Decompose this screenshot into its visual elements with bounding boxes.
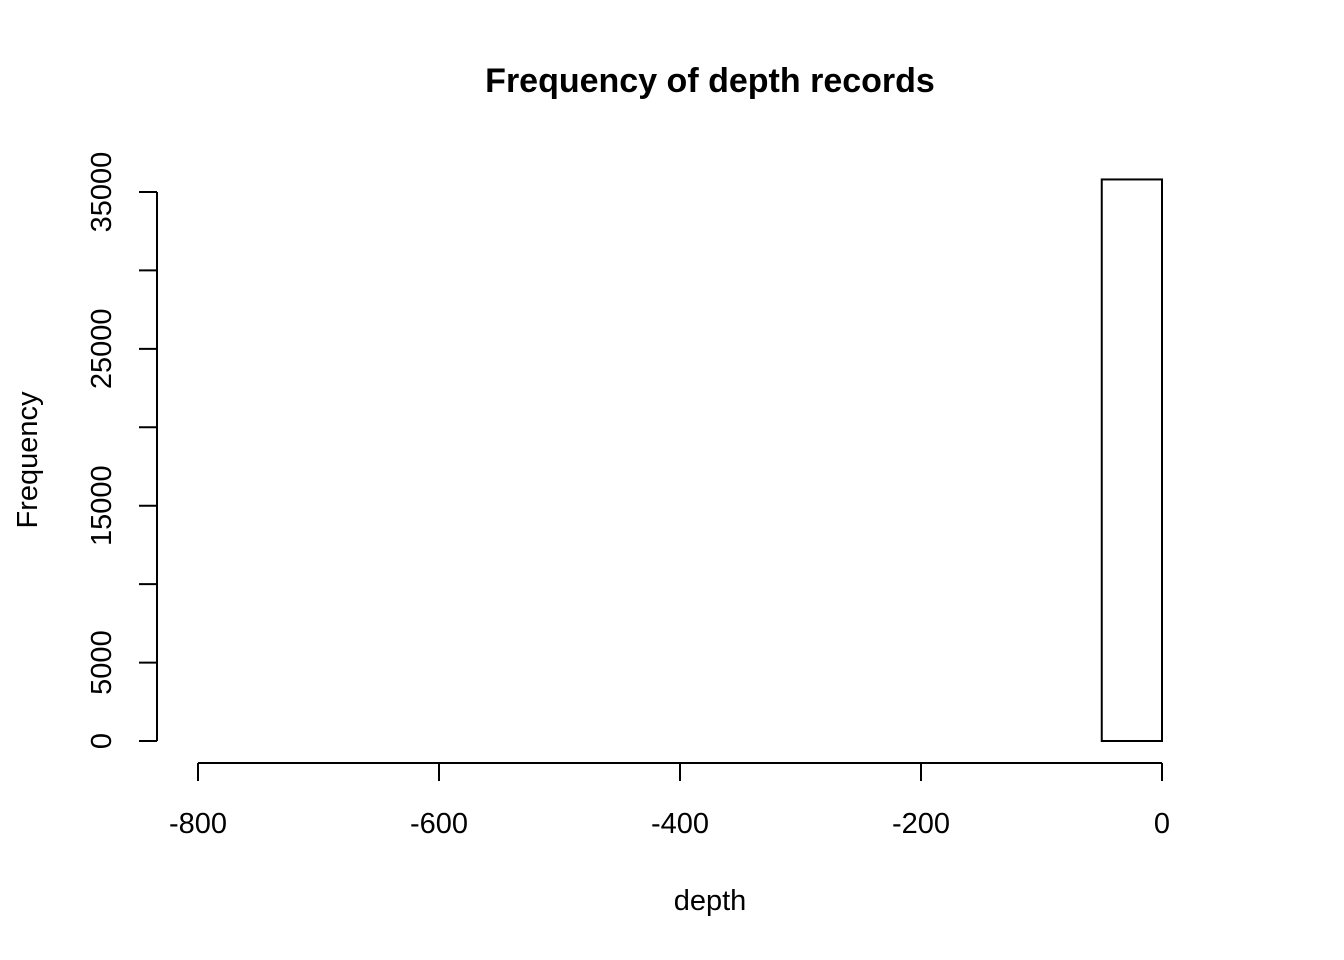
- x-tick-label: -400: [651, 808, 709, 840]
- histogram-bars: [1100, 178, 1163, 743]
- chart-title: Frequency of depth records: [485, 62, 935, 100]
- y-tick-label: 15000: [86, 465, 118, 546]
- y-tick-label: 5000: [86, 630, 118, 695]
- y-axis-label: Frequency: [12, 391, 44, 529]
- x-axis: -800 -600 -400 -200 0: [169, 762, 1170, 840]
- y-tick-label: 35000: [86, 152, 118, 233]
- x-tick-label: -600: [410, 808, 468, 840]
- y-axis: 0 5000 15000 25000 35000: [86, 152, 158, 749]
- x-tick-label: -200: [892, 808, 950, 840]
- y-tick-label: 25000: [86, 309, 118, 390]
- x-axis-label: depth: [674, 885, 747, 917]
- x-tick-label: -800: [169, 808, 227, 840]
- histogram-bar: [1100, 178, 1163, 743]
- y-tick-label: 0: [86, 733, 118, 749]
- x-tick-label: 0: [1154, 808, 1170, 840]
